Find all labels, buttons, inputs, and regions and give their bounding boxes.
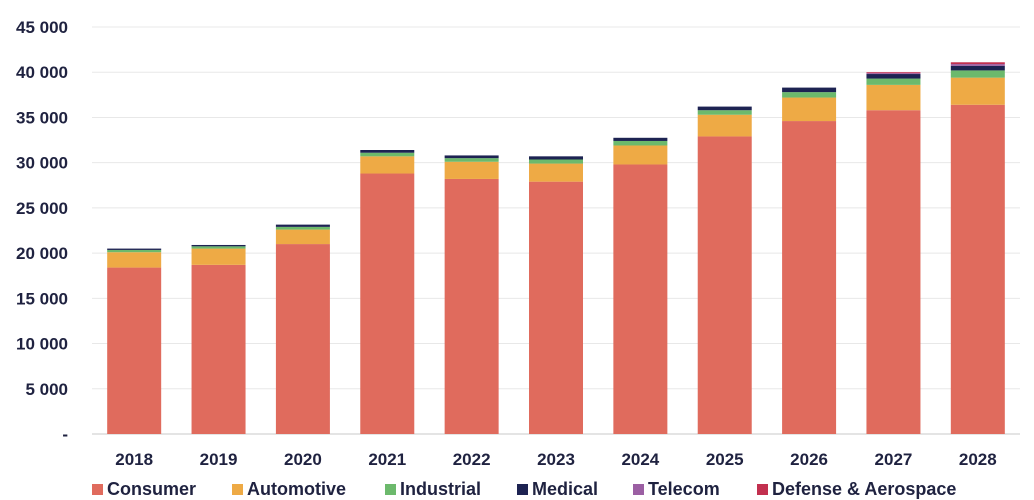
- y-tick-label: 35 000: [16, 108, 68, 127]
- bar-segment-industrial-2020: [275, 226, 330, 230]
- bar-segment-consumer-2025: [697, 136, 752, 434]
- bar-segment-industrial-2025: [697, 110, 752, 115]
- bar-segment-consumer-2019: [191, 264, 246, 434]
- legend-item: Defense & Aerospace: [757, 479, 956, 499]
- y-tick-label: 15 000: [16, 289, 68, 308]
- legend-label: Industrial: [400, 479, 481, 499]
- bar-segment-medical-2025: [697, 106, 752, 111]
- bar-segment-medical-2018: [107, 248, 162, 250]
- bar-segment-automotive-2025: [697, 114, 752, 137]
- x-tick-label: 2026: [790, 450, 828, 469]
- bar-segment-consumer-2024: [613, 164, 668, 434]
- bar-segment-consumer-2022: [444, 178, 499, 434]
- bar-segment-automotive-2028: [950, 77, 1005, 105]
- legend-swatch: [92, 484, 103, 495]
- bar-segment-automotive-2023: [529, 163, 583, 182]
- y-tick-label: 20 000: [16, 244, 68, 263]
- x-axis-tick-labels: 2018 2019 2020 2021 2022 2023 2024 2025 2026 2027…: [115, 450, 996, 469]
- legend-item: Industrial: [385, 479, 481, 499]
- x-tick-label: 2022: [453, 450, 491, 469]
- legend-label: Defense & Aerospace: [772, 479, 956, 499]
- bar-segment-telecom-2027: [866, 73, 921, 75]
- legend-swatch: [517, 484, 528, 495]
- legend-item: Medical: [517, 479, 598, 499]
- x-tick-label: 2025: [706, 450, 744, 469]
- bar-segment-medical-2019: [191, 244, 246, 247]
- bar-segment-industrial-2028: [950, 70, 1005, 78]
- legend-swatch: [757, 484, 768, 495]
- legend-label: Consumer: [107, 479, 196, 499]
- bar-segment-defense-aerospace-2027: [866, 72, 921, 74]
- legend-label: Automotive: [247, 479, 346, 499]
- y-tick-label: -: [62, 425, 68, 444]
- legend-swatch: [232, 484, 243, 495]
- x-tick-label: 2019: [200, 450, 238, 469]
- y-tick-label: 40 000: [16, 63, 68, 82]
- bar-segment-automotive-2018: [107, 252, 162, 268]
- bars: [107, 62, 1005, 434]
- legend-item: Automotive: [232, 479, 346, 499]
- bar-segment-automotive-2020: [275, 229, 330, 245]
- bar-segment-consumer-2018: [107, 267, 162, 434]
- x-tick-label: 2027: [875, 450, 913, 469]
- bar-segment-defense-aerospace-2028: [950, 62, 1005, 65]
- legend: Consumer Automotive Industrial Medical Telec…: [92, 479, 956, 499]
- y-tick-label: 30 000: [16, 154, 68, 173]
- bar-segment-consumer-2021: [360, 173, 415, 434]
- legend-swatch: [633, 484, 644, 495]
- bar-segment-industrial-2026: [782, 92, 837, 98]
- bar-segment-medical-2022: [444, 155, 499, 159]
- x-tick-label: 2020: [284, 450, 322, 469]
- y-tick-label: 10 000: [16, 335, 68, 354]
- legend-label: Medical: [532, 479, 598, 499]
- y-axis-tick-labels: 45 000 40 000 35 000 30 000 25 000 20 000 15 0…: [16, 18, 68, 444]
- bar-segment-medical-2028: [950, 65, 1005, 71]
- bar-segment-medical-2027: [866, 74, 921, 79]
- x-tick-label: 2021: [368, 450, 406, 469]
- bar-segment-medical-2021: [360, 150, 415, 153]
- legend-swatch: [385, 484, 396, 495]
- bar-segment-medical-2023: [529, 156, 583, 160]
- legend-label: Telecom: [648, 479, 720, 499]
- x-tick-label: 2018: [115, 450, 153, 469]
- bar-segment-consumer-2028: [950, 104, 1005, 434]
- x-tick-label: 2024: [621, 450, 659, 469]
- bar-segment-telecom-2028: [950, 64, 1005, 66]
- bar-segment-medical-2020: [275, 224, 330, 227]
- legend-item: Telecom: [633, 479, 720, 499]
- x-tick-label: 2028: [959, 450, 997, 469]
- bar-segment-automotive-2027: [866, 84, 921, 111]
- bar-segment-industrial-2023: [529, 159, 583, 164]
- bar-segment-medical-2024: [613, 137, 668, 141]
- bar-segment-industrial-2024: [613, 140, 668, 146]
- bar-segment-automotive-2024: [613, 145, 668, 165]
- legend-item: Consumer: [92, 479, 196, 499]
- bar-segment-industrial-2018: [107, 249, 162, 253]
- bar-segment-industrial-2027: [866, 78, 921, 85]
- y-tick-label: 25 000: [16, 199, 68, 218]
- bar-segment-automotive-2026: [782, 97, 837, 122]
- bar-segment-automotive-2019: [191, 248, 246, 265]
- bar-segment-automotive-2021: [360, 156, 415, 174]
- bar-segment-industrial-2022: [444, 158, 499, 162]
- bar-segment-industrial-2021: [360, 152, 415, 157]
- x-tick-label: 2023: [537, 450, 575, 469]
- bar-segment-consumer-2023: [529, 181, 583, 434]
- bar-segment-consumer-2026: [782, 121, 837, 434]
- bar-segment-medical-2026: [782, 87, 837, 93]
- y-tick-label: 5 000: [25, 380, 68, 399]
- bar-segment-industrial-2019: [191, 246, 246, 249]
- bar-segment-consumer-2020: [275, 244, 330, 434]
- bar-segment-consumer-2027: [866, 110, 921, 434]
- bar-segment-automotive-2022: [444, 161, 499, 179]
- y-tick-label: 45 000: [16, 18, 68, 37]
